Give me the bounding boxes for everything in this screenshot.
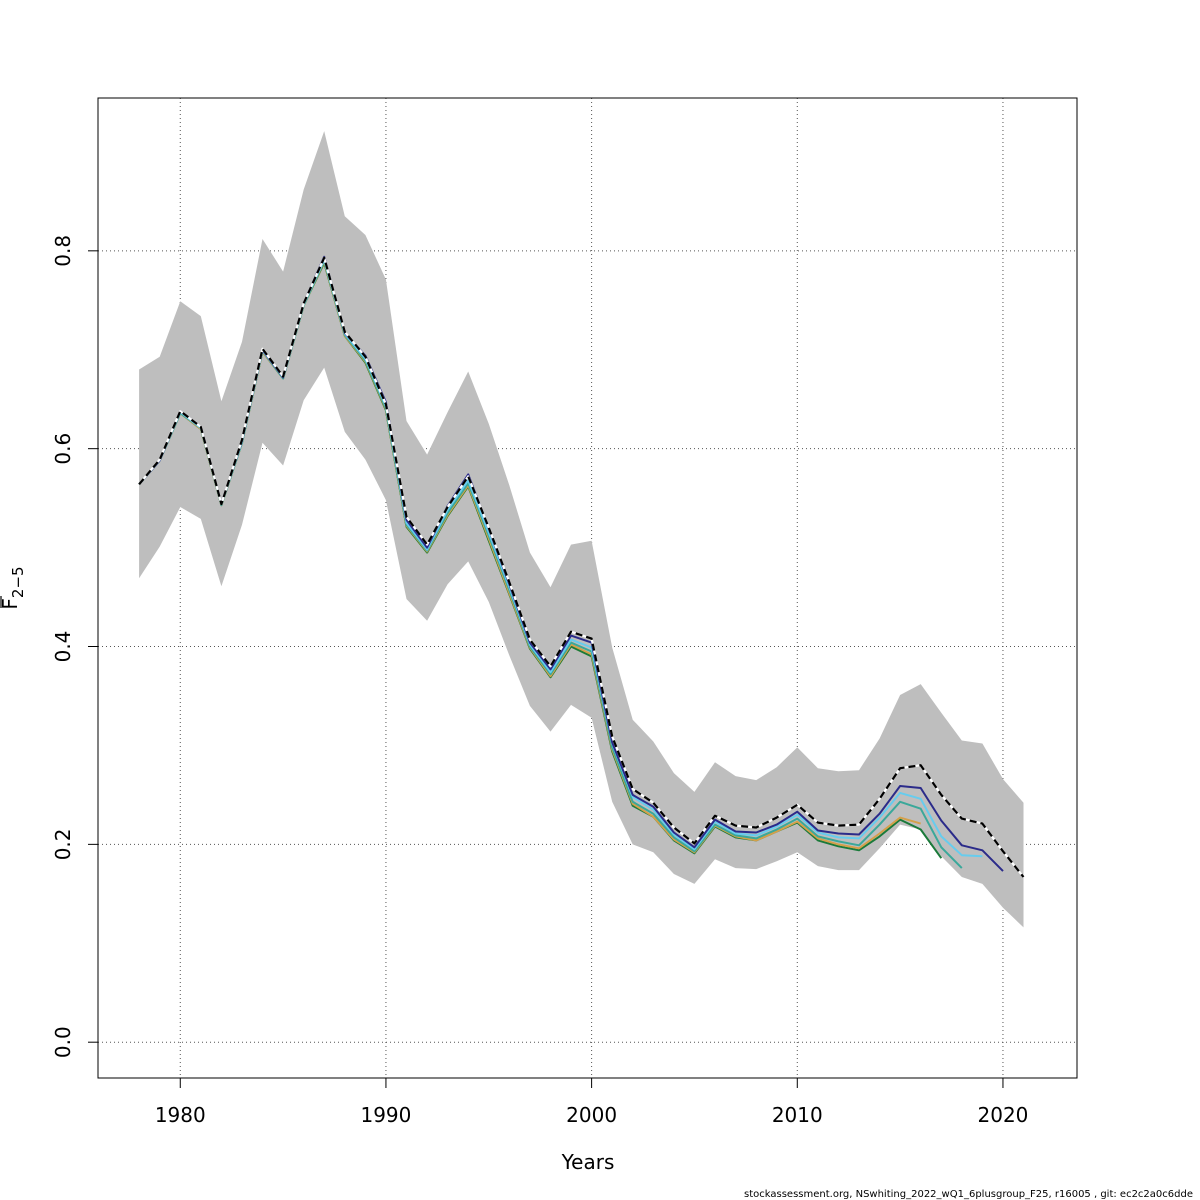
confidence-band xyxy=(139,131,1024,928)
footer-note: stockassessment.org, NSwhiting_2022_wQ1_… xyxy=(744,1189,1193,1200)
x-tick-label-1: 1990 xyxy=(360,1103,411,1127)
y-tick-label-3: 0.6 xyxy=(51,433,75,465)
y-axis-title: F2−5 xyxy=(0,566,27,609)
y-tick-label-1: 0.2 xyxy=(51,828,75,860)
y-axis-title-sub: 2−5 xyxy=(9,566,27,598)
x-tick-label-4: 2020 xyxy=(978,1103,1029,1127)
x-axis-title: Years xyxy=(561,1150,615,1174)
y-tick-label-2: 0.4 xyxy=(51,631,75,663)
plot-frame xyxy=(97,97,1078,1079)
x-tick-label-0: 1980 xyxy=(155,1103,206,1127)
x-tick-label-3: 2010 xyxy=(772,1103,823,1127)
x-axis: 1980 1990 2000 2010 2020 xyxy=(155,1078,1029,1127)
y-tick-label-0: 0.0 xyxy=(51,1026,75,1058)
y-tick-label-4: 0.8 xyxy=(51,235,75,267)
series-lines xyxy=(138,255,1025,878)
x-tick-label-2: 2000 xyxy=(566,1103,617,1127)
y-axis-title-main: F xyxy=(0,598,22,610)
y-axis: 0.0 0.2 0.4 0.6 0.8 xyxy=(51,235,98,1058)
series-line-0 xyxy=(138,256,1025,878)
svg-text:F2−5: F2−5 xyxy=(0,566,27,609)
confidence-band-layer xyxy=(139,131,1024,928)
grid-lines xyxy=(98,98,1077,1078)
